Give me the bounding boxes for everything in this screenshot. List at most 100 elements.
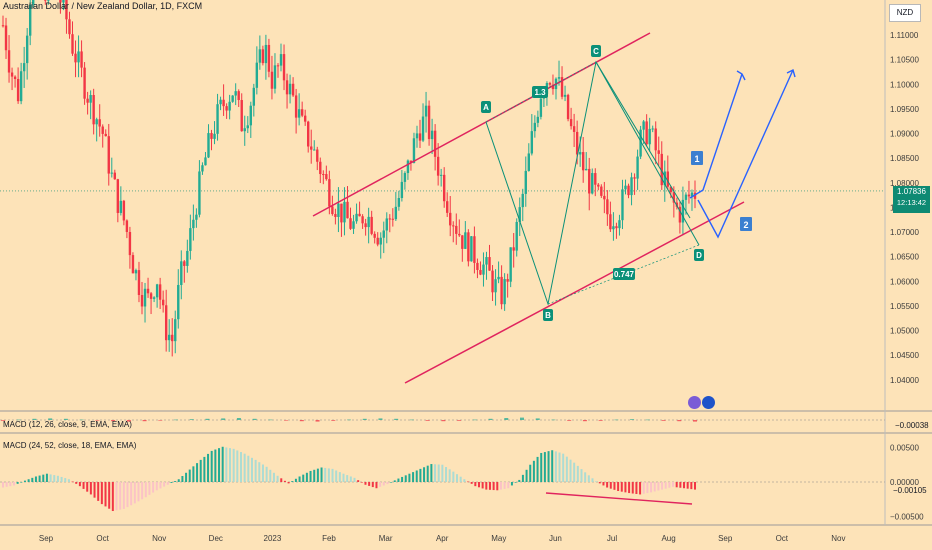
candle-body <box>98 119 101 127</box>
currency-button[interactable]: NZD <box>889 4 921 22</box>
macd2-histogram-bar <box>298 476 301 482</box>
price-tick-label: 1.09000 <box>890 130 919 139</box>
candle-body <box>158 284 162 300</box>
candle-body <box>442 174 446 202</box>
macd2-histogram-bar <box>470 482 473 484</box>
event-icons <box>688 396 716 414</box>
candle-body <box>149 293 153 299</box>
candle-body <box>452 225 455 227</box>
candle-body <box>663 171 666 186</box>
macd1-histogram-bar <box>693 420 697 422</box>
candle-body <box>307 121 310 147</box>
candle-body <box>180 261 183 285</box>
macd1-histogram-bar <box>158 420 163 421</box>
candle-body <box>491 270 494 293</box>
macd2-histogram-bar <box>148 482 151 495</box>
macd2-histogram-bar <box>294 478 297 482</box>
candle-body <box>192 219 195 229</box>
candle-body <box>352 221 355 229</box>
flag-icon[interactable] <box>702 396 715 409</box>
candle-body <box>612 226 615 230</box>
macd2-histogram-bar <box>390 482 393 483</box>
candle-body <box>146 288 150 294</box>
macd2-histogram-bar <box>126 482 129 508</box>
candle-body <box>509 247 512 282</box>
candle-body <box>237 91 240 101</box>
projection-badge <box>740 217 752 231</box>
candle-body <box>204 157 207 166</box>
macd1-histogram-bar <box>236 418 241 420</box>
candle-body <box>572 126 576 132</box>
macd2-histogram-bar <box>412 472 415 482</box>
macd1-title[interactable]: MACD (12, 26, close, 9, EMA, EMA) <box>3 420 132 429</box>
macd2-histogram-bar <box>181 476 184 482</box>
symbol-title[interactable]: Australian Dollar / New Zealand Dollar, … <box>3 1 203 11</box>
macd2-histogram-bar <box>261 464 264 482</box>
candle-body <box>80 51 83 68</box>
macd2-histogram-bar <box>144 482 147 498</box>
candle-body <box>412 138 416 163</box>
candle-body <box>216 104 219 134</box>
candle-body <box>125 220 129 232</box>
candle-body <box>28 4 32 36</box>
candle-body <box>171 334 174 342</box>
macd2-histogram-bar <box>324 467 327 482</box>
macd2-histogram-bar <box>496 482 499 491</box>
macd2-histogram-bar <box>510 482 513 486</box>
macd2-histogram-bar <box>177 479 180 482</box>
candle-body <box>482 264 485 275</box>
price-tick-label: 1.06000 <box>890 277 919 286</box>
macd2-histogram-bar <box>243 453 246 482</box>
candle-body <box>86 98 89 103</box>
macd2-histogram-bar <box>364 482 367 485</box>
candle-body <box>575 131 579 155</box>
candle-body <box>512 247 515 251</box>
candle-body <box>68 19 71 35</box>
candle-body <box>143 288 147 307</box>
macd1-histogram-bar <box>488 418 493 420</box>
candle-body <box>128 231 132 256</box>
candle-body <box>7 50 11 73</box>
candle-body <box>258 49 262 63</box>
candle-body <box>597 184 600 187</box>
macd2-title[interactable]: MACD (24, 52, close, 18, EMA, EMA) <box>3 441 137 450</box>
macd2-histogram-bar <box>287 482 290 484</box>
macd1-histogram-bar <box>299 420 304 422</box>
candle-body <box>497 276 500 280</box>
candle-body <box>455 225 458 234</box>
candle-body <box>678 206 682 223</box>
candle-body <box>337 203 340 217</box>
macd2-histogram-bar <box>668 482 671 488</box>
candle-body <box>249 105 252 126</box>
projection-path-2 <box>697 69 794 239</box>
candle-body <box>621 189 624 221</box>
macd2-histogram-bar <box>445 467 448 482</box>
macd2-histogram-bar <box>108 482 111 509</box>
macd2-histogram-bar <box>38 475 41 482</box>
candle-body <box>310 146 313 150</box>
macd2-histogram-bar <box>225 447 228 482</box>
candle-body <box>630 177 633 196</box>
macd1-histogram-bar <box>551 419 556 421</box>
macd2-histogram-bar <box>155 482 158 491</box>
macd2-tick-label: 0.00500 <box>890 443 919 452</box>
macd2-histogram-bar <box>595 481 598 482</box>
macd2-histogram-bar <box>78 482 81 487</box>
wave-point-badge <box>591 45 601 57</box>
macd2-histogram-bar <box>591 478 594 482</box>
candle-body <box>591 173 594 194</box>
candle-body <box>669 186 673 193</box>
time-tick-label: Dec <box>209 534 223 543</box>
macd2-histogram-bar <box>368 482 371 486</box>
candle-body <box>234 91 237 96</box>
candle-body <box>364 223 367 228</box>
macd2-histogram-bar <box>163 482 166 487</box>
candle-body <box>22 63 26 72</box>
countdown-label: 12:13:42 <box>896 198 927 207</box>
lightning-icon[interactable] <box>688 396 701 409</box>
macd2-histogram-bar <box>229 448 232 482</box>
time-tick-label: Feb <box>322 534 336 543</box>
macd2-histogram-bar <box>598 482 601 484</box>
wave-point-label: A <box>483 103 489 112</box>
candle-body <box>382 230 385 238</box>
